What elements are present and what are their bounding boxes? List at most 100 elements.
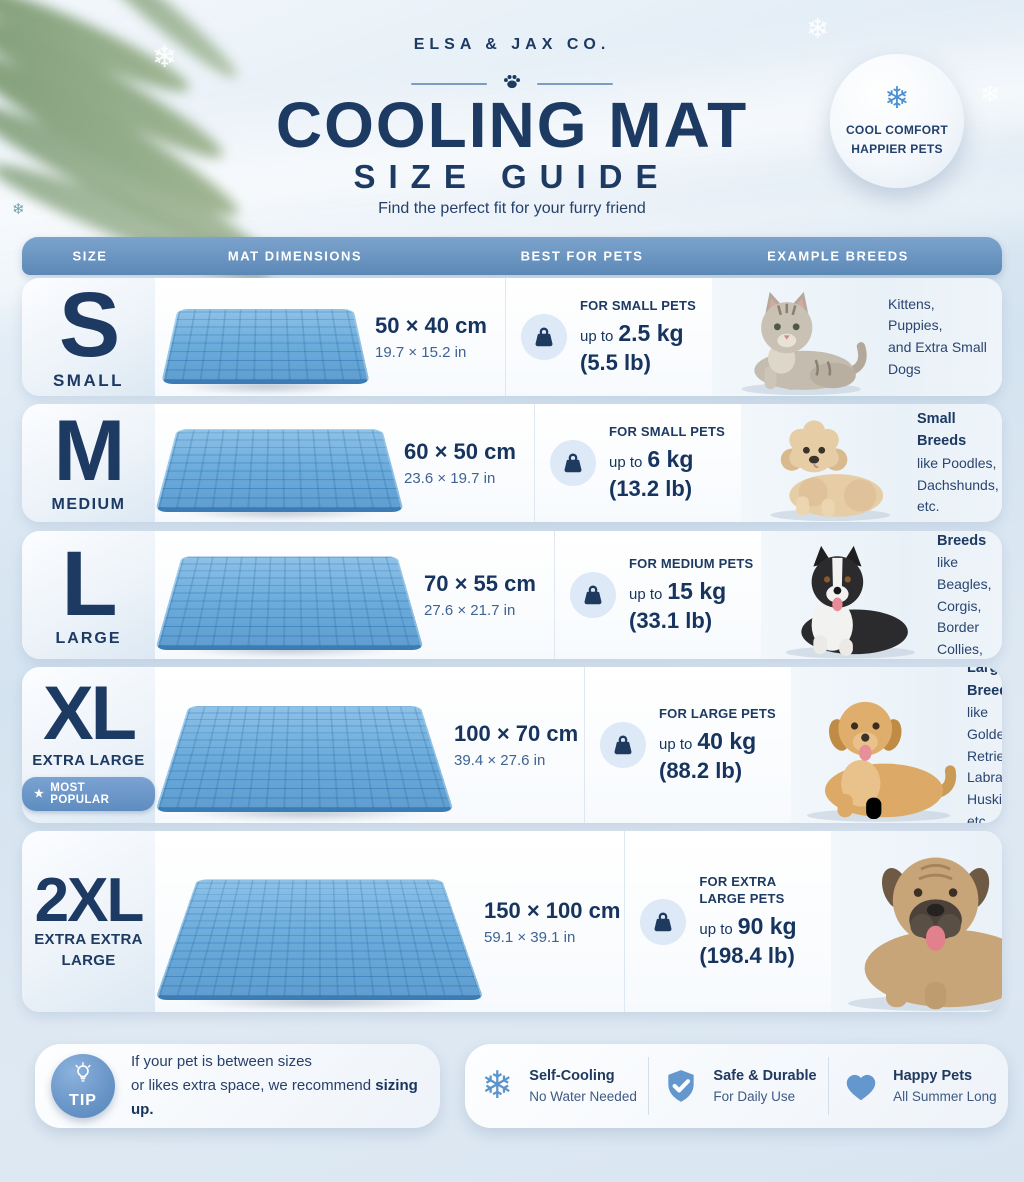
size-cell: S SMALL [22,278,155,396]
breeds-cell: Small Breeds like Poodles, Dachshunds, e… [741,404,1002,522]
dimension-in: 59.1 × 39.1 in [484,928,576,946]
weight-icon [550,440,596,486]
size-label: MEDIUM [51,495,126,513]
brand-name: ELSA & JAX CO. [413,36,611,53]
pet-photo-border-collie [761,531,931,659]
weight-limit-lb: (198.4 lb) [699,942,795,968]
badge-line-1: COOL COMFORT [845,122,949,137]
weight-icon [600,722,646,768]
feature-safe-durable: Safe & Durable For Daily Use [660,1066,817,1107]
weight-limit-lb: (33.1 lb) [629,607,713,633]
divider [827,1057,829,1115]
page-subtitle: SIZE GUIDE [353,158,671,195]
mat-cell: 150 × 100 cm 59.1 × 39.1 in [155,831,624,1012]
best-for-cell: FOR MEDIUM PETS up to 15 kg (33.1 lb) [554,531,761,659]
size-row-extra-extra-large: 2XL EXTRA EXTRA LARGE 150 × 100 cm 59.1 … [22,831,1002,1012]
pet-photo-poodle [741,404,911,522]
cooling-mat-graphic [155,706,454,812]
weight-icon [570,572,616,618]
mat-cell: 50 × 40 cm 19.7 × 15.2 in [155,278,505,396]
size-label: SMALL [52,371,125,391]
best-for-cell: FOR EXTRA LARGE PETS up to 90 kg (198.4 l… [624,831,831,1012]
cooling-mat-graphic [155,879,484,1000]
badge-line-2: HAPPIER PETS [851,141,943,156]
features-card: ❄ Self-Cooling No Water Needed Safe & Du… [465,1044,1008,1128]
dimensions: 50 × 40 cm 19.7 × 15.2 in [375,313,505,361]
dimension-in: 23.6 × 19.7 in [404,470,496,487]
weight-icon [640,898,687,945]
divider-line [537,82,613,85]
pets-heading: FOR SMALL PETS [609,424,725,440]
breeds-text: Kittens, Puppies, and Extra Small Dogs [888,295,987,377]
cool-comfort-badge: ❄ COOL COMFORT HAPPIER PETS [830,54,964,188]
weight-limit: up to 2.5 kg [580,319,684,346]
size-row-large: L LARGE 70 × 55 cm 27.6 × 21.7 in FOR ME… [22,531,1002,659]
dimension-in: 27.6 × 21.7 in [424,602,516,619]
tip-label: TIP [69,1092,97,1109]
cooling-mat-graphic [155,429,404,512]
size-label: LARGE [55,630,122,648]
tip-badge: TIP [51,1054,115,1118]
size-letter: L [61,532,117,635]
dimension-in: 19.7 × 15.2 in [375,344,467,361]
dimension-cm: 100 × 70 cm [454,721,579,746]
tip-card: TIP If your pet is between sizes or like… [35,1044,440,1128]
breeds-text: Medium Breeds like Beagles, Corgis, Bord… [937,532,992,658]
pets-heading: FOR LARGE PETS [659,706,776,722]
pets-heading: FOR SMALL PETS [580,298,696,314]
column-header-breeds: EXAMPLE BREEDS [767,248,909,264]
dimension-cm: 50 × 40 cm [375,313,487,338]
mat-cell: 60 × 50 cm 23.6 × 19.7 in [155,404,534,522]
size-letter: 2XL [34,866,145,936]
cooling-mat-graphic [155,556,424,650]
size-row-small: S SMALL 50 × 40 cm 19.7 × 15.2 in FOR SM… [22,278,1002,396]
feature-self-cooling: ❄ Self-Cooling No Water Needed [476,1064,636,1107]
size-row-extra-large: XL EXTRA LARGE ★ MOST POPULAR 100 × 70 c… [22,667,1002,823]
divider [648,1057,650,1115]
column-header-size: SIZE [72,248,108,264]
star-icon: ★ [34,787,45,800]
pets-heading-line-2: LARGE PETS [699,891,785,906]
breeds-text: Large Breeds like Golden Retrievers, Lab… [967,667,1002,823]
weight-limit: up to 15 kg [629,577,727,604]
weight-limit-lb: (88.2 lb) [659,757,743,783]
breeds-text: Small Breeds like Poodles, Dachshunds, e… [917,411,999,515]
dimension-cm: 60 × 50 cm [404,439,516,464]
paw-icon [501,70,523,97]
table-header: SIZE MAT DIMENSIONS BEST FOR PETS EXAMPL… [22,237,1002,275]
divider-line [411,82,487,85]
dimension-cm: 150 × 100 cm [484,897,621,923]
dimension-cm: 70 × 55 cm [424,571,536,596]
tip-text: If your pet is between sizes or likes ex… [131,1053,418,1118]
snowflake-icon: ❄ [884,81,910,115]
mat-cell: 100 × 70 cm 39.4 × 27.6 in [155,667,584,823]
dimensions: 70 × 55 cm 27.6 × 21.7 in [424,571,554,619]
weight-limit: up to 40 kg [659,727,757,754]
size-letter: S [58,278,120,376]
breeds-cell: Kittens, Puppies, and Extra Small Dogs [712,278,1002,396]
tagline: Find the perfect fit for your furry frie… [378,200,646,217]
column-header-best-for: BEST FOR PETS [520,248,644,264]
size-letter: XL [42,670,137,756]
size-label-line-2: LARGE [61,952,116,970]
pet-photo-golden-retriever [791,667,961,823]
weight-limit: up to 6 kg [609,445,694,472]
size-letter: M [53,404,126,500]
mat-cell: 70 × 55 cm 27.6 × 21.7 in [155,531,554,659]
dimensions: 60 × 50 cm 23.6 × 19.7 in [404,439,534,487]
dimensions: 100 × 70 cm 39.4 × 27.6 in [454,721,584,769]
feature-happy-pets: Happy Pets All Summer Long [840,1066,997,1107]
size-cell: L LARGE [22,531,155,659]
shield-check-icon [660,1067,702,1105]
pets-heading: FOR EXTRA [699,874,777,890]
pets-heading: FOR MEDIUM PETS [629,556,754,572]
snowflake-icon: ❄ [481,1064,514,1107]
lightbulb-icon [71,1062,95,1091]
breeds-cell: Medium Breeds like Beagles, Corgis, Bord… [761,531,1002,659]
breeds-cell: Extra Large Breeds like Mastiffs, Great … [831,831,1002,1012]
weight-icon [521,314,567,360]
column-header-dimensions: MAT DIMENSIONS [227,248,363,264]
header-divider [0,70,1024,97]
size-label: EXTRA EXTRA [34,931,143,949]
